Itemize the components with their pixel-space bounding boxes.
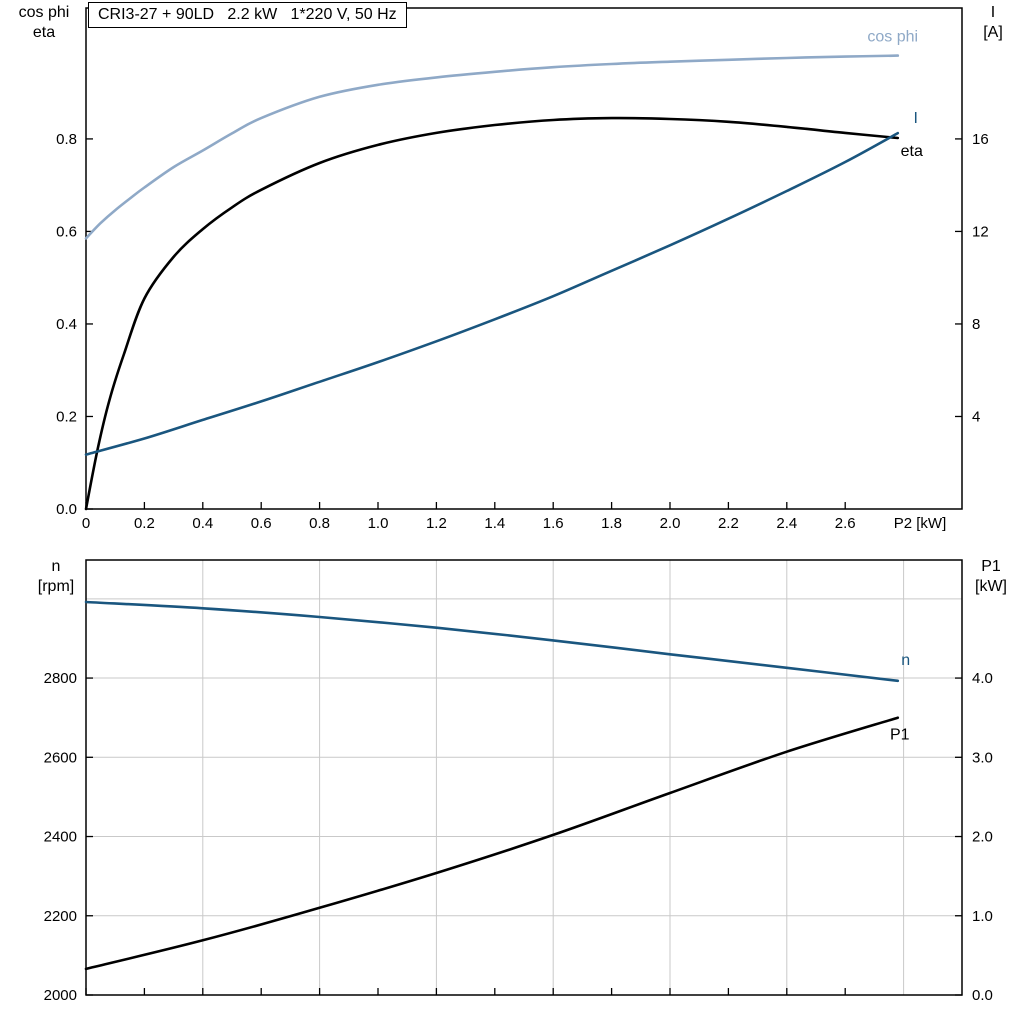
series-label-P1: P1 <box>890 727 910 744</box>
x-tick-label: 2.6 <box>835 515 856 532</box>
series-curve-I <box>84 131 900 456</box>
series-curve-eta <box>84 116 900 511</box>
left-tick-label: 0.4 <box>56 316 77 333</box>
left-tick-label: 0.2 <box>56 408 77 425</box>
x-tick-label: 0 <box>82 515 90 532</box>
right-tick-label: 3.0 <box>972 749 993 766</box>
right-tick-label: 8 <box>972 316 980 333</box>
top-left-axis-title: cos phi eta <box>4 3 84 43</box>
left-tick-label: 2400 <box>44 829 77 846</box>
plot-frame <box>85 7 963 510</box>
left-axis-label-line1: n <box>51 558 61 575</box>
series-label-n: n <box>901 652 910 669</box>
series-label-eta: eta <box>901 143 923 160</box>
left-axis-label-line2: eta <box>32 24 56 41</box>
x-tick-label: 1.6 <box>543 515 564 532</box>
x-tick-label: 2.4 <box>776 515 797 532</box>
right-tick-label: 1.0 <box>972 908 993 925</box>
right-tick-label: 16 <box>972 131 989 148</box>
series-curve-n <box>84 600 900 683</box>
plot-frame <box>85 559 963 996</box>
x-tick-label: 1.8 <box>601 515 622 532</box>
series-curve-P1 <box>84 716 900 971</box>
bottom-right-axis-title: P1 [kW] <box>960 557 1022 597</box>
chart-title-box: CRI3-27 + 90LD 2.2 kW 1*220 V, 50 Hz <box>88 2 407 28</box>
right-axis-label-line2: [kW] <box>975 578 1007 595</box>
right-axis-label-line1: I <box>990 4 996 21</box>
x-tick-label: 0.6 <box>251 515 272 532</box>
chart-plot: 2000 2200 2400 2600 2800 0.0 1.0 2.0 3.0 4.0 n P1 <box>44 559 993 1004</box>
left-tick-label: 0.6 <box>56 223 77 240</box>
x-tick-label: 0.8 <box>309 515 330 532</box>
series-curve-cos-phi <box>84 54 900 240</box>
right-tick-label: 12 <box>972 223 989 240</box>
right-tick-label: 2.0 <box>972 829 993 846</box>
left-tick-label: 2200 <box>44 908 77 925</box>
series-label-cos-phi: cos phi <box>867 29 918 46</box>
right-axis-label-line1: P1 <box>981 558 1001 575</box>
left-tick-label: 0.8 <box>56 131 77 148</box>
chart-plot: 0.0 0.2 0.4 0.6 0.8 4 8 12 16 0 0.2 0.4 0.6 0.8 1.0 1.2… <box>56 7 989 532</box>
left-tick-label: 2800 <box>44 670 77 687</box>
right-axis-label-line2: [A] <box>983 24 1003 41</box>
x-tick-label: 2.2 <box>718 515 739 532</box>
x-tick-label: 1.2 <box>426 515 447 532</box>
left-tick-label: 2600 <box>44 749 77 766</box>
x-axis-label: P2 [kW] <box>894 515 947 532</box>
left-axis-label-line2: [rpm] <box>37 578 75 595</box>
left-tick-label: 0.0 <box>56 501 77 518</box>
right-tick-label: 4 <box>972 408 980 425</box>
x-tick-label: 1.4 <box>484 515 505 532</box>
top-right-axis-title: I [A] <box>966 3 1020 43</box>
right-tick-label: 4.0 <box>972 670 993 687</box>
right-tick-label: 0.0 <box>972 987 993 1004</box>
x-tick-label: 1.0 <box>368 515 389 532</box>
bottom-left-axis-title: n [rpm] <box>20 557 92 597</box>
left-axis-label-line1: cos phi <box>18 4 70 21</box>
x-tick-label: 0.2 <box>134 515 155 532</box>
left-tick-label: 2000 <box>44 987 77 1004</box>
x-tick-label: 2.0 <box>660 515 681 532</box>
series-label-I: I <box>914 110 918 127</box>
x-tick-label: 0.4 <box>192 515 213 532</box>
